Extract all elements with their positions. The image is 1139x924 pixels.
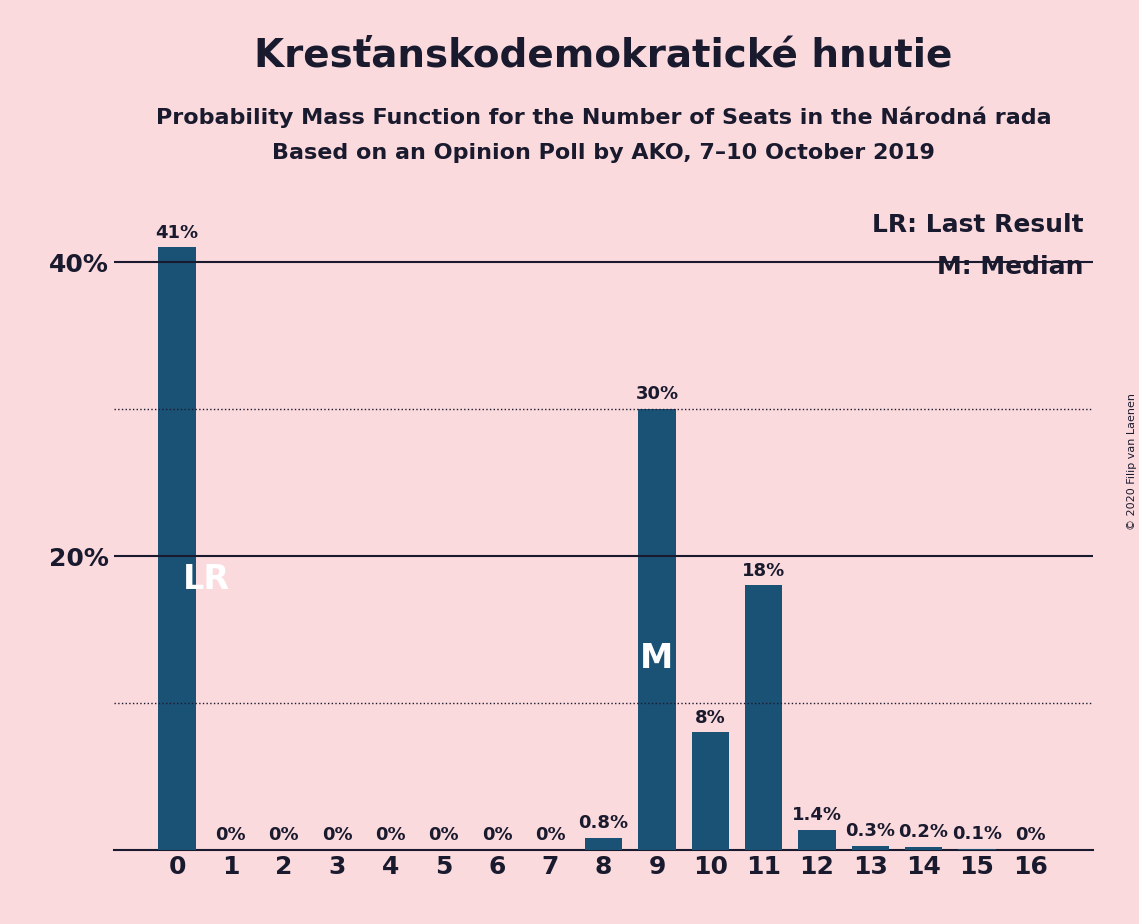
Bar [158,248,196,850]
Text: 1.4%: 1.4% [792,806,842,823]
Text: 0%: 0% [1015,826,1046,845]
Bar [638,409,675,850]
Bar [691,733,729,850]
Text: 8%: 8% [695,709,726,726]
Bar [906,847,942,850]
Text: 41%: 41% [156,224,198,241]
Bar [585,838,622,850]
Bar [745,586,782,850]
Text: © 2020 Filip van Laenen: © 2020 Filip van Laenen [1126,394,1137,530]
Text: M: Median: M: Median [937,255,1083,279]
Text: LR: Last Result: LR: Last Result [872,213,1083,237]
Text: 0%: 0% [375,826,405,845]
Bar [798,830,836,850]
Text: Probability Mass Function for the Number of Seats in the Národná rada: Probability Mass Function for the Number… [156,106,1051,128]
Text: 18%: 18% [741,562,785,579]
Text: 0.8%: 0.8% [579,814,629,833]
Text: Kresťanskodemokratické hnutie: Kresťanskodemokratické hnutie [254,37,953,75]
Text: Based on an Opinion Poll by AKO, 7–10 October 2019: Based on an Opinion Poll by AKO, 7–10 Oc… [272,143,935,164]
Text: 0.2%: 0.2% [899,823,949,841]
Text: M: M [640,642,673,675]
Text: 0%: 0% [535,826,566,845]
Text: 0.3%: 0.3% [845,821,895,840]
Text: 0%: 0% [428,826,459,845]
Text: 0.1%: 0.1% [952,825,1002,843]
Bar [958,848,995,850]
Text: 0%: 0% [482,826,513,845]
Text: 0%: 0% [269,826,300,845]
Text: 0%: 0% [321,826,352,845]
Bar [852,845,888,850]
Text: 30%: 30% [636,385,679,403]
Text: 0%: 0% [215,826,246,845]
Text: LR: LR [182,564,230,596]
